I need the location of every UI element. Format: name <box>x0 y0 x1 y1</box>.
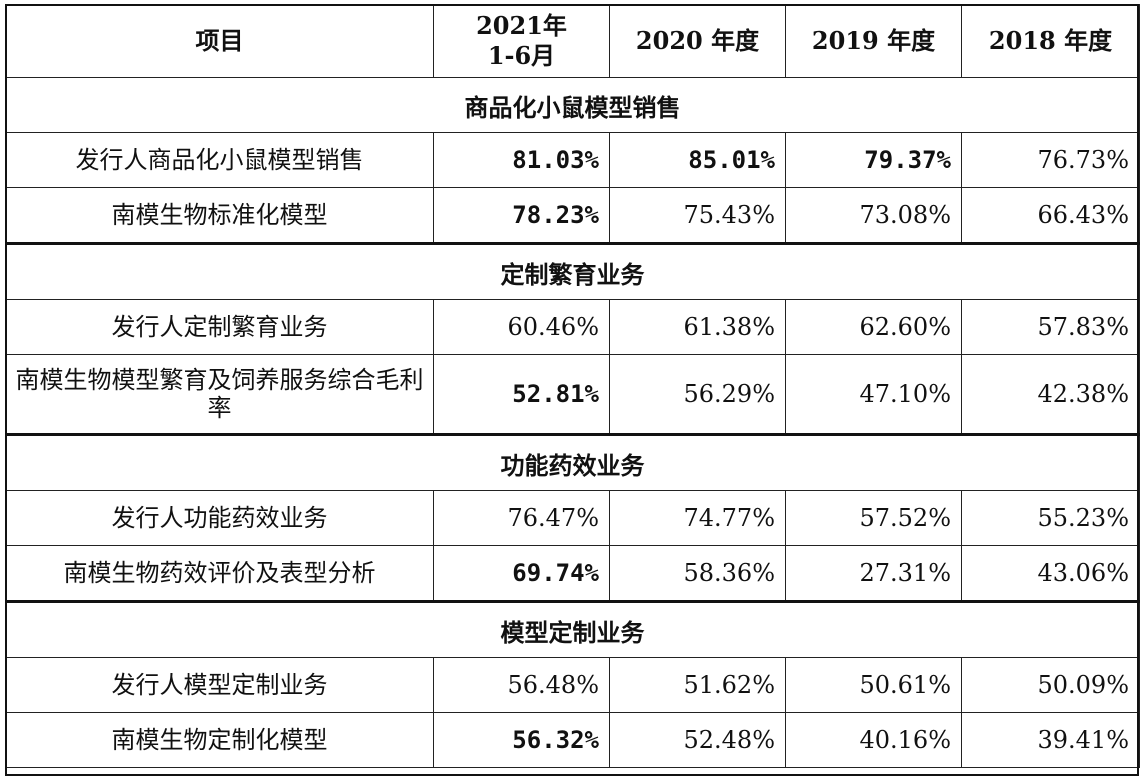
section-row: 模型定制业务 <box>5 600 1140 658</box>
row-label: 南模生物标准化模型 <box>5 187 434 244</box>
value-cell: 76.73% <box>961 132 1140 188</box>
table-row: 发行人功能药效业务 76.47% 74.77% 57.52% 55.23% <box>5 490 1140 546</box>
table-row: 南模生物定制化模型 56.32% 52.48% 40.16% 39.41% <box>5 712 1140 768</box>
value-cell: 74.77% <box>609 490 786 546</box>
row-label: 南模生物药效评价及表型分析 <box>5 545 434 602</box>
value-cell: 75.43% <box>609 187 786 244</box>
value-cell: 62.60% <box>785 299 962 355</box>
value-cell: 27.31% <box>785 545 962 602</box>
section-title: 定制繁育业务 <box>5 242 1140 300</box>
section-row: 定制繁育业务 <box>5 242 1140 300</box>
value-cell: 56.29% <box>609 354 786 435</box>
row-label: 发行人商品化小鼠模型销售 <box>5 132 434 188</box>
value-cell: 40.16% <box>785 712 962 768</box>
table-row: 发行人模型定制业务 56.48% 51.62% 50.61% 50.09% <box>5 657 1140 713</box>
header-2021h1: 2021年 1-6月 <box>433 4 610 78</box>
value-cell: 60.46% <box>433 299 610 355</box>
value-cell: 52.81% <box>433 354 610 435</box>
row-label: 发行人功能药效业务 <box>5 490 434 546</box>
value-cell: 55.23% <box>961 490 1140 546</box>
value-cell: 58.36% <box>609 545 786 602</box>
section-title: 商品化小鼠模型销售 <box>5 77 1140 133</box>
table-row: 发行人商品化小鼠模型销售 81.03% 85.01% 79.37% 76.73% <box>5 132 1140 188</box>
value-cell: 39.41% <box>961 712 1140 768</box>
value-cell: 51.62% <box>609 657 786 713</box>
value-cell: 52.48% <box>609 712 786 768</box>
gross-margin-comparison-table: 项目 2021年 1-6月 2020 年度 2019 年度 2018 年度 商品… <box>5 4 1140 768</box>
section-row: 商品化小鼠模型销售 <box>5 77 1140 133</box>
header-2020: 2020 年度 <box>609 4 786 78</box>
value-cell: 50.61% <box>785 657 962 713</box>
table-row: 南模生物标准化模型 78.23% 75.43% 73.08% 66.43% <box>5 187 1140 244</box>
table-row: 南模生物模型繁育及饲养服务综合毛利率 52.81% 56.29% 47.10% 42.3… <box>5 354 1140 435</box>
value-cell: 50.09% <box>961 657 1140 713</box>
value-cell: 42.38% <box>961 354 1140 435</box>
value-cell: 66.43% <box>961 187 1140 244</box>
header-item: 项目 <box>5 4 434 78</box>
header-row: 项目 2021年 1-6月 2020 年度 2019 年度 2018 年度 <box>5 4 1140 78</box>
value-cell: 79.37% <box>785 132 962 188</box>
row-label: 发行人模型定制业务 <box>5 657 434 713</box>
value-cell: 76.47% <box>433 490 610 546</box>
section-row: 功能药效业务 <box>5 433 1140 491</box>
header-2019: 2019 年度 <box>785 4 962 78</box>
value-cell: 43.06% <box>961 545 1140 602</box>
table-row: 南模生物药效评价及表型分析 69.74% 58.36% 27.31% 43.06% <box>5 545 1140 602</box>
value-cell: 81.03% <box>433 132 610 188</box>
value-cell: 56.48% <box>433 657 610 713</box>
gross-margin-comparison-table-wrapper: 项目 2021年 1-6月 2020 年度 2019 年度 2018 年度 商品… <box>5 4 1140 768</box>
value-cell: 69.74% <box>433 545 610 602</box>
value-cell: 73.08% <box>785 187 962 244</box>
section-title: 模型定制业务 <box>5 600 1140 658</box>
row-label: 南模生物模型繁育及饲养服务综合毛利率 <box>5 354 434 435</box>
value-cell: 47.10% <box>785 354 962 435</box>
header-2018: 2018 年度 <box>961 4 1140 78</box>
value-cell: 61.38% <box>609 299 786 355</box>
value-cell: 57.83% <box>961 299 1140 355</box>
row-label: 南模生物定制化模型 <box>5 712 434 768</box>
value-cell: 85.01% <box>609 132 786 188</box>
section-title: 功能药效业务 <box>5 433 1140 491</box>
row-label: 发行人定制繁育业务 <box>5 299 434 355</box>
table-row: 发行人定制繁育业务 60.46% 61.38% 62.60% 57.83% <box>5 299 1140 355</box>
value-cell: 57.52% <box>785 490 962 546</box>
value-cell: 56.32% <box>433 712 610 768</box>
value-cell: 78.23% <box>433 187 610 244</box>
table-body: 商品化小鼠模型销售 发行人商品化小鼠模型销售 81.03% 85.01% 79.37% 7… <box>5 77 1140 768</box>
